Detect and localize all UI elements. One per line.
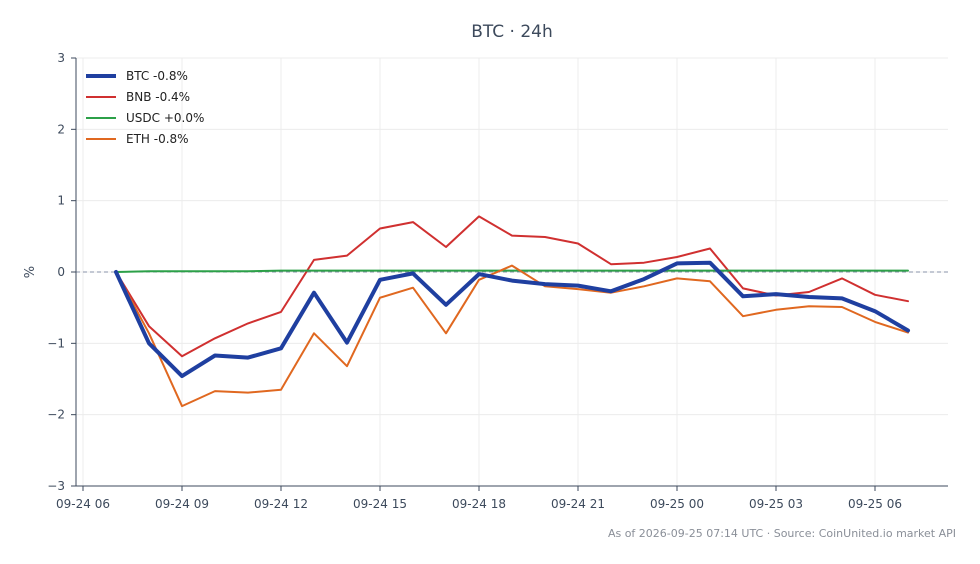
x-tick-label: 09-24 12: [254, 497, 308, 511]
legend: BTC -0.8% BNB -0.4% USDC +0.0% ETH -0.8%: [86, 69, 204, 146]
series-lines: [114, 215, 910, 408]
series-line-1: [115, 215, 909, 358]
x-tick-label: 09-24 21: [551, 497, 605, 511]
y-tick-label: 2: [57, 122, 65, 136]
x-tick-label: 09-24 15: [353, 497, 407, 511]
grid: [76, 57, 948, 487]
series-line-0: [114, 260, 910, 379]
legend-label-2: USDC +0.0%: [126, 111, 204, 125]
x-axis-ticks: 09-24 06 09-24 09 09-24 12 09-24 15 09-24 18…: [56, 486, 902, 511]
y-axis-ticks: −3 −2 −1 0 1 2 3: [47, 51, 76, 493]
y-tick-label: 0: [57, 265, 65, 279]
legend-label-3: ETH -0.8%: [126, 132, 189, 146]
legend-label-0: BTC -0.8%: [126, 69, 188, 83]
x-tick-label: 09-25 06: [848, 497, 902, 511]
y-tick-label: −3: [47, 479, 65, 493]
y-tick-label: 1: [57, 194, 65, 208]
x-tick-label: 09-24 18: [452, 497, 506, 511]
y-tick-label: −1: [47, 336, 65, 350]
series-line-2: [115, 269, 909, 273]
y-tick-label: 3: [57, 51, 65, 65]
source-footer: As of 2026-09-25 07:14 UTC · Source: Coi…: [608, 527, 956, 540]
y-tick-label: −2: [47, 408, 65, 422]
series-line-3: [115, 264, 909, 408]
x-tick-label: 09-24 06: [56, 497, 110, 511]
x-tick-label: 09-24 09: [155, 497, 209, 511]
x-tick-label: 09-25 03: [749, 497, 803, 511]
legend-label-1: BNB -0.4%: [126, 90, 190, 104]
chart-title: BTC · 24h: [471, 22, 553, 42]
x-tick-label: 09-25 00: [650, 497, 704, 511]
y-axis-label: %: [23, 266, 38, 278]
